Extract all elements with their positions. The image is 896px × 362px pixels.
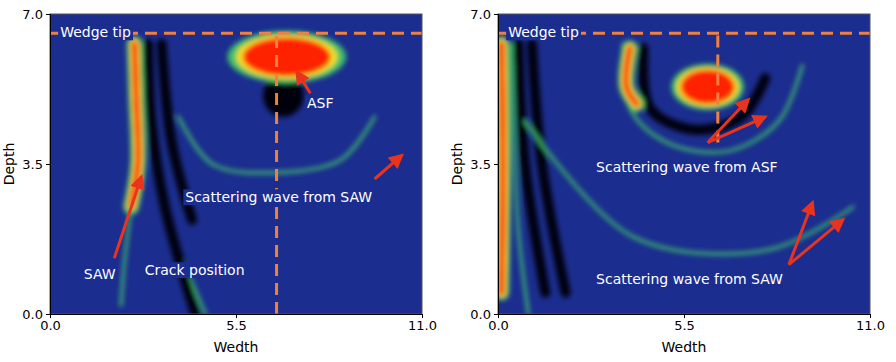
arrow [708, 100, 749, 143]
tick-mark [46, 14, 50, 15]
annotations: Wedge tip ASF Scattering wave from SAW SAW C… [58, 24, 402, 282]
tick-label: 7.0 [470, 7, 491, 22]
y-axis-title: Depth [1, 143, 17, 186]
tick-mark [494, 314, 498, 315]
annotation: ASF [307, 95, 334, 111]
wave-blob [677, 67, 739, 106]
wave-blob [671, 64, 744, 110]
arrow [375, 155, 402, 179]
annotation: SAW [84, 266, 116, 282]
tick: 7.0 [470, 7, 498, 22]
guide-line [275, 33, 278, 314]
tick-mark [46, 164, 50, 165]
wave-faint [623, 44, 802, 153]
x-axis: 0.0 5.5 11.0 [488, 314, 885, 333]
annotation: Crack position [145, 262, 245, 278]
wave-band [626, 48, 637, 104]
tick: 11.0 [856, 314, 885, 333]
annotation: Scattering wave from SAW [185, 189, 372, 205]
tick-label: 11.0 [408, 318, 437, 333]
tick-mark [46, 314, 50, 315]
wave-band [131, 44, 138, 207]
panel: Wedge tip Scattering wave from ASF Scatter… [449, 7, 885, 355]
image-area [50, 31, 422, 314]
tick: 5.5 [674, 314, 695, 333]
wave-faint [179, 117, 375, 173]
tick-label: 3.5 [22, 157, 43, 172]
tick-mark [494, 164, 498, 165]
arrow [297, 72, 311, 93]
panel: Wedge tip ASF Scattering wave from SAW SAW C… [1, 7, 437, 355]
y-axis: 0.0 3.5 7.0 [470, 7, 498, 322]
wave-faint [525, 121, 853, 254]
label-patch [594, 271, 785, 287]
label-patch [594, 159, 780, 175]
label-patch [506, 24, 581, 40]
x-axis-title: Wedth [662, 339, 707, 355]
y-axis: 0.0 3.5 7.0 [22, 7, 50, 322]
tick-label: 7.0 [22, 7, 43, 22]
tick: 3.5 [22, 157, 50, 172]
label-patch [58, 24, 133, 40]
tick: 7.0 [22, 7, 50, 22]
wave-band [131, 44, 138, 207]
tick-label: 0.0 [40, 318, 61, 333]
tick: 11.0 [408, 314, 437, 333]
wave-dark [643, 48, 765, 130]
plot-background [498, 14, 870, 314]
tick: 0.0 [40, 314, 61, 333]
plot-background [50, 14, 422, 314]
axis-line [494, 15, 499, 315]
tick-label: 3.5 [470, 157, 491, 172]
figure: Wedge tip ASF Scattering wave from SAW SAW C… [0, 0, 896, 362]
wave-blob [227, 31, 346, 83]
annotation: Scattering wave from SAW [596, 271, 783, 287]
arrow [789, 220, 843, 265]
plot-frame [50, 14, 422, 314]
wave-band [501, 44, 503, 293]
arrow [114, 177, 141, 258]
wave-band [626, 48, 637, 104]
tick-label: 0.0 [488, 318, 509, 333]
tick-label: 0.0 [22, 307, 43, 322]
wave-blob [681, 70, 735, 104]
tick-label: 5.5 [674, 318, 695, 333]
wave-blob [236, 35, 337, 79]
annotation: Wedge tip [508, 24, 579, 40]
axis-line [46, 15, 51, 315]
x-axis-title: Wedth [214, 339, 259, 355]
image-area [498, 33, 870, 314]
x-axis: 0.0 5.5 11.0 [40, 314, 437, 333]
tick: 0.0 [470, 307, 498, 322]
label-patch [143, 262, 247, 278]
wave-band [501, 44, 503, 293]
annotation: Scattering wave from ASF [596, 159, 778, 175]
label-patch [183, 189, 374, 205]
label-patch [305, 95, 336, 111]
tick: 5.5 [226, 314, 247, 333]
wave-band [626, 48, 637, 104]
tick: 0.0 [22, 307, 50, 322]
tick-label: 5.5 [226, 318, 247, 333]
plot-frame [498, 14, 870, 314]
wave-band [501, 44, 503, 293]
label-patch [82, 266, 118, 282]
tick-mark [494, 14, 498, 15]
tick: 0.0 [488, 314, 509, 333]
wave-band [131, 44, 138, 207]
annotation: Wedge tip [60, 24, 131, 40]
guide-line [716, 33, 719, 142]
wave-blob [243, 38, 331, 77]
annotations: Wedge tip Scattering wave from ASF Scatter… [506, 24, 843, 286]
tick-label: 11.0 [856, 318, 885, 333]
tick-label: 0.0 [470, 307, 491, 322]
arrow [708, 117, 765, 143]
y-axis-title: Depth [449, 143, 465, 186]
tick: 3.5 [470, 157, 498, 172]
